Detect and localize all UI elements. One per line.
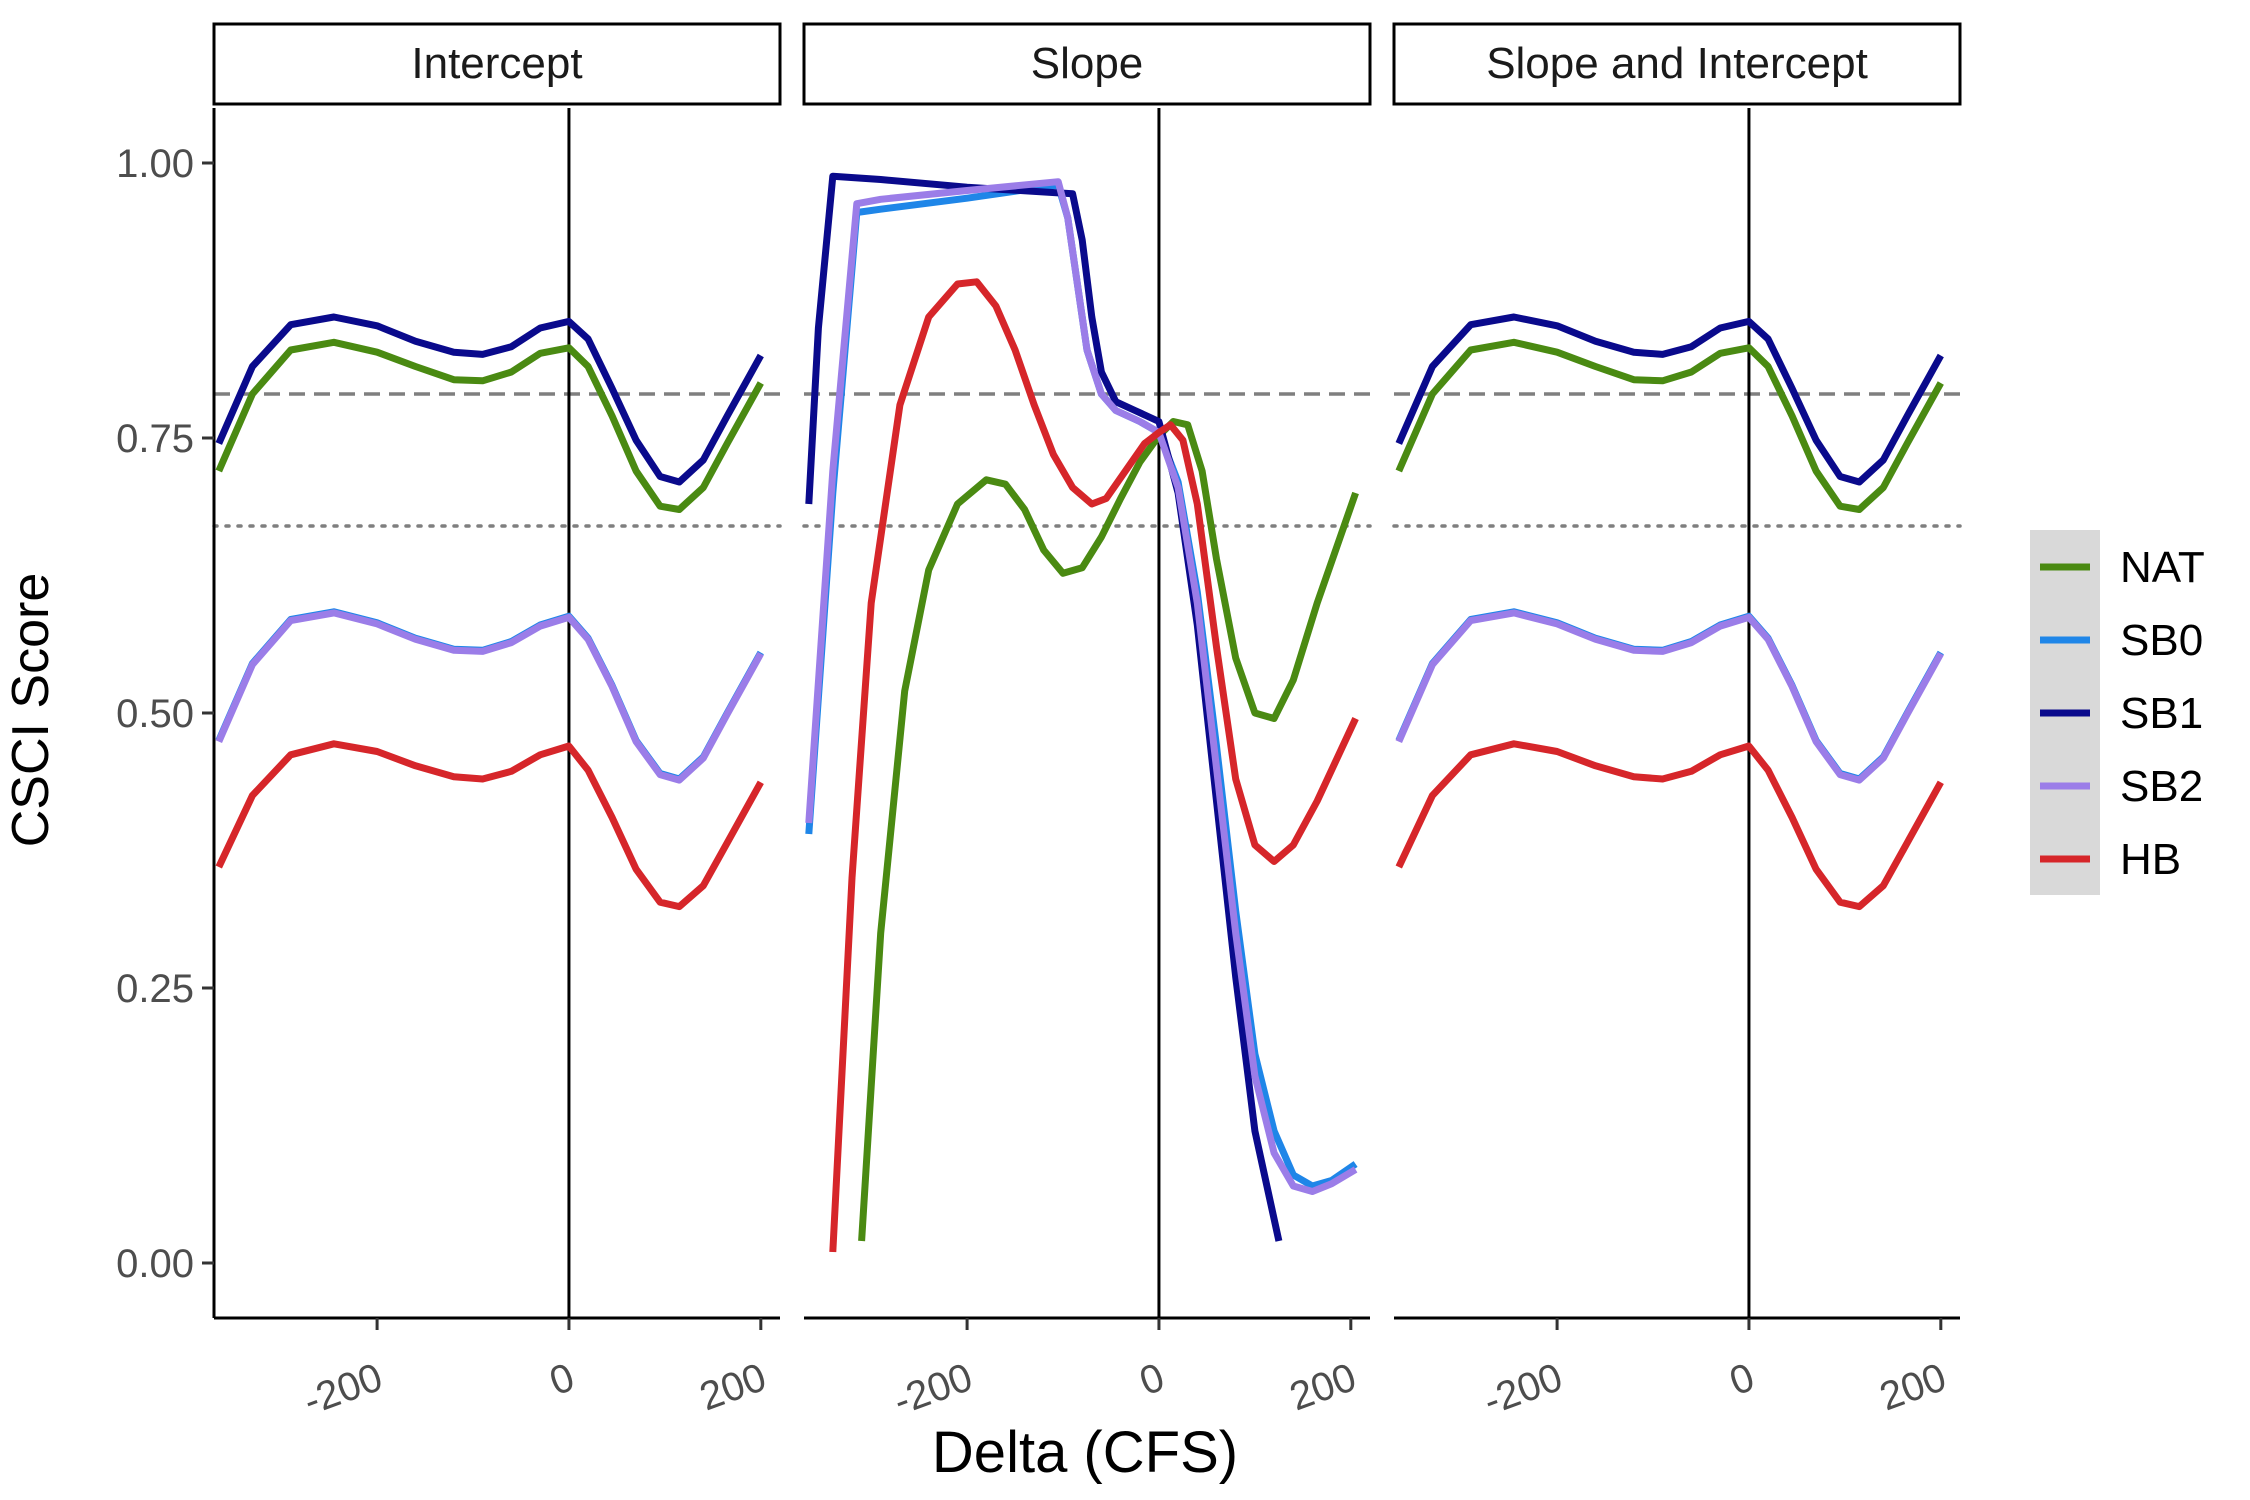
legend-label-sb1: SB1 — [2120, 689, 2203, 738]
x-tick-label: -200 — [888, 1355, 978, 1424]
y-tick-label: 0.00 — [116, 1242, 194, 1286]
x-tick-label: 0 — [1134, 1355, 1170, 1404]
facet-panel: Slope and Intercept -200 0 200 — [1392, 22, 1962, 1424]
y-tick-label: 0.50 — [116, 692, 194, 736]
x-tick-label: 200 — [694, 1355, 772, 1419]
y-tick-label: 0.25 — [116, 967, 194, 1011]
series-line-nat — [215, 338, 764, 513]
facet-strip — [1392, 22, 1962, 106]
x-tick-label: 200 — [1874, 1355, 1952, 1419]
x-tick-label: 200 — [1284, 1355, 1362, 1419]
legend-label-nat: NAT — [2120, 543, 2205, 592]
facet-panel: Intercept -200 0 200 — [212, 22, 782, 1424]
y-axis-title-layer: CSCI Score — [2, 573, 60, 848]
series-line-sb1 — [215, 313, 764, 486]
legend: NAT SB0 SB1 SB2 HB — [2030, 530, 2205, 895]
facet-strip-label: Intercept — [411, 39, 582, 88]
y-axis-title: CSCI Score — [2, 573, 60, 848]
series-line-sb1 — [805, 172, 1283, 1242]
y-axis: 0.00 0.25 0.50 0.75 1.00 — [116, 108, 216, 1318]
series-line-sb2 — [805, 178, 1358, 1195]
legend-label-sb0: SB0 — [2120, 616, 2203, 665]
series-line-hb — [1395, 740, 1944, 911]
facet-strip-label: Slope — [1031, 39, 1144, 88]
series-line-sb2 — [1395, 609, 1944, 784]
x-tick-label: -200 — [298, 1355, 388, 1424]
y-tick-label: 1.00 — [116, 142, 194, 186]
facet-strip — [212, 22, 782, 106]
series-line-hb — [215, 740, 764, 911]
x-axis-title: Delta (CFS) — [932, 1420, 1238, 1485]
facet-strip-label: Slope and Intercept — [1486, 39, 1868, 88]
x-tick-label: 0 — [1724, 1355, 1760, 1404]
x-tick-label: 0 — [544, 1355, 580, 1404]
series-line-hb — [829, 278, 1359, 1253]
y-tick-label: 0.75 — [116, 417, 194, 461]
series-line-nat — [858, 418, 1359, 1242]
facet-strip — [802, 22, 1372, 106]
series-line-sb2 — [215, 609, 764, 784]
legend-label-hb: HB — [2120, 835, 2181, 884]
series-line-sb1 — [1395, 313, 1944, 486]
series-line-nat — [1395, 338, 1944, 513]
legend-label-sb2: SB2 — [2120, 762, 2203, 811]
facet-panel: Slope -200 0 200 — [802, 22, 1372, 1424]
x-tick-label: -200 — [1478, 1355, 1568, 1424]
